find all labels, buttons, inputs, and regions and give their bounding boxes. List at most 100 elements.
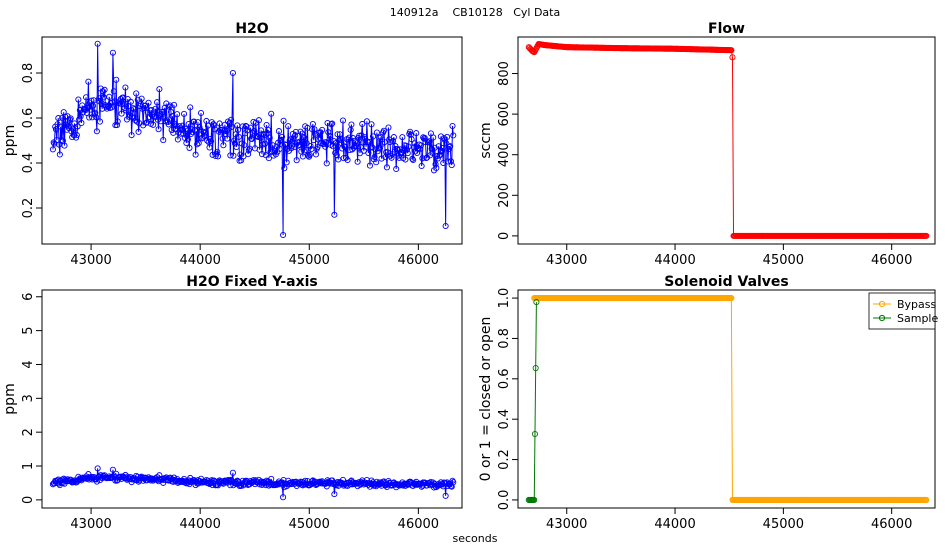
data-point (356, 132, 363, 139)
legend-marker (878, 300, 886, 308)
data-point (335, 156, 342, 163)
data-point (339, 117, 347, 124)
data-point (234, 126, 242, 133)
x-tick-label: 45000 (763, 517, 804, 532)
data-point (295, 141, 303, 148)
y-axis-label: ppm (2, 383, 18, 414)
data-point (116, 100, 124, 107)
legend-marker (878, 314, 886, 322)
x-tick-label: 46000 (871, 517, 912, 532)
data-point (341, 143, 348, 150)
data-point (417, 145, 424, 153)
y-axis-label: ppm (2, 125, 18, 156)
data-point (354, 158, 361, 165)
data-point (167, 102, 174, 109)
data-point (268, 110, 275, 117)
data-point (85, 78, 92, 85)
data-point (231, 137, 238, 144)
data-point (128, 132, 135, 139)
plot-area (525, 295, 930, 503)
plot-frame (517, 36, 936, 245)
data-point (328, 121, 335, 128)
data-point (229, 69, 236, 77)
data-point (207, 138, 215, 145)
data-point (447, 143, 454, 150)
data-point (431, 144, 438, 151)
data-point (110, 88, 117, 95)
data-point (386, 136, 393, 143)
data-point (269, 142, 276, 149)
y-tick-label: 0.4 (21, 153, 36, 174)
y-axis-label: 0 or 1 = closed or open (478, 317, 494, 482)
data-point (437, 133, 444, 140)
data-point (407, 131, 414, 138)
series-line (528, 43, 927, 237)
data-point (90, 97, 97, 104)
data-point (165, 121, 172, 128)
data-point (62, 113, 69, 120)
data-point (329, 120, 336, 127)
data-point (408, 136, 415, 143)
data-point (373, 129, 380, 136)
x-tick-label: 45000 (289, 517, 330, 532)
data-point (180, 130, 187, 137)
data-point (156, 86, 163, 93)
data-point (109, 49, 116, 56)
data-point (94, 465, 101, 472)
data-point (127, 98, 134, 105)
data-point (113, 122, 120, 129)
data-point (192, 151, 199, 158)
data-point (278, 136, 285, 143)
data-point (282, 142, 289, 149)
data-point (386, 138, 394, 146)
panel-flow: Flow 43000 44000 45000 46000 0 200 400 600 800 scc… (478, 21, 936, 268)
panel-valves: Solenoid Valves 43000 44000 45000 46000 0.0 0.… (478, 274, 938, 532)
data-point (388, 154, 395, 161)
data-point (251, 127, 258, 135)
data-point (378, 155, 385, 162)
chart-title: Flow (708, 21, 745, 37)
x-tick-label: 46000 (871, 253, 912, 268)
data-point (55, 115, 62, 122)
data-point (403, 146, 411, 153)
data-point (228, 116, 235, 123)
data-point (292, 132, 299, 139)
data-point (214, 153, 222, 160)
figure-xlabel: seconds (453, 532, 498, 545)
data-point (56, 151, 63, 158)
data-point (141, 102, 148, 110)
data-point (168, 126, 175, 133)
data-point (284, 145, 291, 152)
data-point (235, 133, 242, 140)
data-point (261, 140, 269, 147)
legend-label: Bypass (897, 298, 937, 311)
figure-suptitle: 140912a CB10128 Cyl Data (390, 6, 560, 19)
data-point (83, 94, 90, 101)
data-point (310, 137, 317, 144)
data-point (91, 110, 98, 117)
data-point (443, 140, 450, 147)
y-axis-label: sccm (478, 122, 494, 158)
data-point (413, 130, 420, 137)
data-point (296, 138, 303, 145)
data-point (113, 76, 120, 83)
data-point (423, 154, 430, 162)
data-point (300, 134, 307, 141)
data-point (277, 137, 284, 144)
data-point (225, 125, 232, 132)
data-point (292, 128, 299, 135)
series-line (534, 297, 927, 501)
x-tick-label: 45000 (289, 253, 330, 268)
data-point (359, 120, 366, 128)
x-tick-label: 45000 (763, 253, 804, 268)
data-point (155, 126, 162, 133)
data-point (450, 132, 457, 139)
legend-label: Sample (897, 312, 938, 325)
data-point (132, 117, 139, 124)
data-point (373, 159, 380, 166)
data-point (61, 142, 68, 149)
data-point (283, 159, 290, 166)
data-point (220, 142, 227, 149)
data-point (348, 121, 355, 128)
data-point (255, 117, 262, 124)
